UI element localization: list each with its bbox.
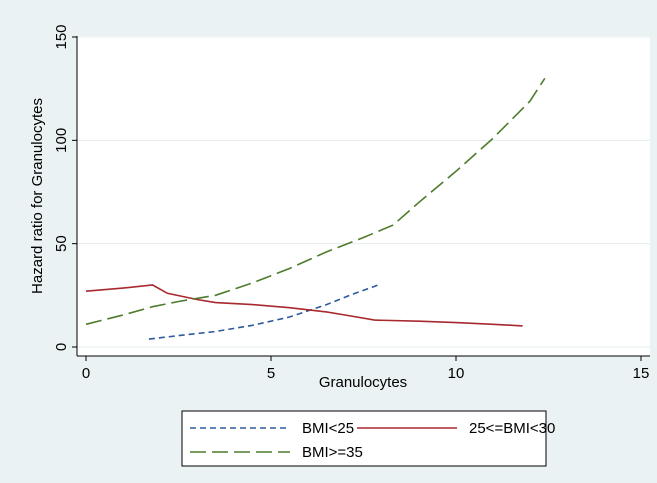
x-tick-label-2: 10 xyxy=(448,365,465,382)
x-tick-label-0: 0 xyxy=(82,365,90,382)
legend-box xyxy=(181,410,547,467)
gridlines xyxy=(77,36,650,348)
series-lines xyxy=(85,77,546,340)
y-axis-title: Hazard ratio for Granulocytes xyxy=(29,98,46,294)
series-line-1 xyxy=(85,284,523,327)
x-axis-title: Granulocytes xyxy=(319,374,407,391)
legend-label-1: 25<=BMI<30 xyxy=(469,420,555,437)
series-line-2 xyxy=(85,77,546,326)
legend-label-2: BMI>=35 xyxy=(302,444,363,461)
series-line-0 xyxy=(148,284,379,340)
legend: BMI<25 25<=BMI<30 BMI>=35 xyxy=(181,410,555,467)
y-tick-label-0: 0 xyxy=(53,343,70,351)
legend-label-0: BMI<25 xyxy=(302,420,354,437)
y-axis-ticks: 0 50 100 150 xyxy=(53,24,77,351)
y-tick-label-1: 50 xyxy=(53,235,70,252)
y-tick-label-2: 100 xyxy=(53,128,70,153)
x-tick-label-1: 5 xyxy=(267,365,275,382)
x-tick-label-3: 15 xyxy=(633,365,650,382)
y-tick-label-3: 150 xyxy=(53,24,70,49)
x-axis-ticks: 0 5 10 15 xyxy=(82,356,650,382)
plot-area xyxy=(77,36,650,356)
